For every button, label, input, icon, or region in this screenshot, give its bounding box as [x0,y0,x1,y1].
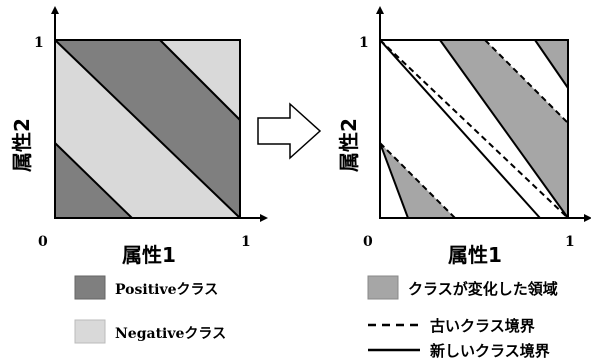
left-y-axis-label: 属性2 [10,118,34,172]
right-origin-label: 0 [363,234,373,250]
right-new-boundary-1 [379,39,541,219]
left-boundary-3 [54,142,133,219]
right-old-boundary-1 [379,39,569,219]
right-y-tick-1: 1 [359,35,369,51]
right-new-boundary-4 [379,142,409,219]
left-boundary-2 [159,39,241,121]
legend-left: Positiveクラス Negativeクラス [74,275,226,344]
legend-positive-label: Positiveクラス [115,282,218,298]
legend-new-boundary-label: 新しいクラス境界 [430,342,550,359]
left-boundary-1 [54,39,241,219]
transition-arrow [257,102,322,160]
legend-right: クラスが変化した領域 古いクラス境界 新しいクラス境界 [367,275,558,359]
legend-changed-swatch [367,275,399,300]
right-plot: 1 0 1 属性1 属性2 [337,6,591,267]
right-x-axis-label: 属性1 [448,243,502,267]
legend-negative-label: Negativeクラス [115,326,226,342]
legend-old-boundary-label: 古いクラス境界 [430,317,535,335]
legend-positive-swatch [74,275,106,300]
right-new-boundary-3 [534,39,569,89]
right-y-axis-label: 属性2 [337,118,361,172]
left-plot: 1 0 1 属性1 属性2 [10,6,268,267]
left-origin-label: 0 [38,234,48,250]
right-new-boundary-2 [439,39,569,219]
left-y-tick-1: 1 [34,35,44,51]
right-x-tick-1: 1 [565,234,575,250]
left-x-axis-label: 属性1 [122,243,176,267]
right-old-boundary-3 [379,142,456,219]
legend-negative-swatch [74,319,106,344]
left-x-tick-1: 1 [241,234,251,250]
legend-changed-label: クラスが変化した領域 [408,280,558,298]
